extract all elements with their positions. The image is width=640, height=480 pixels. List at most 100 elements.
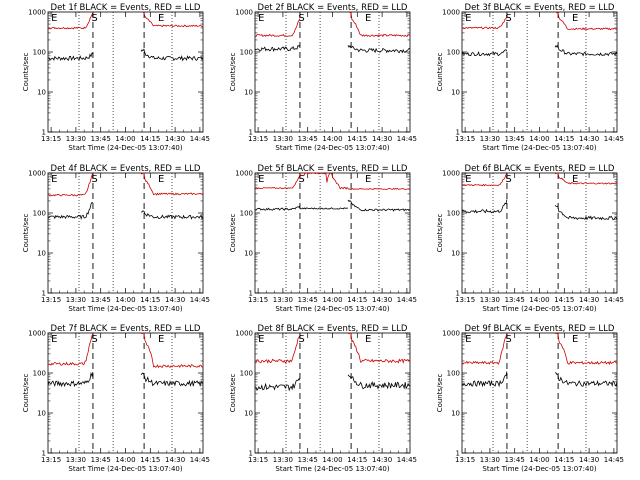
event-marker-label: E — [365, 13, 371, 24]
x-tick-label: 14:00 — [529, 135, 549, 143]
x-tick-label: 13:15 — [248, 456, 268, 464]
y-tick-label: 10 — [37, 410, 46, 418]
y-tick-label: 10 — [244, 89, 253, 97]
y-tick-label: 1 — [249, 290, 253, 298]
x-tick-label: 14:00 — [115, 135, 135, 143]
plot-frame — [47, 332, 204, 454]
x-tick-label: 14:15 — [554, 296, 574, 304]
x-tick-label: 13:15 — [455, 296, 475, 304]
event-marker-label: E — [51, 13, 57, 24]
event-marker-label: S — [91, 13, 97, 24]
event-marker-label: S — [505, 174, 511, 185]
y-tick-label: 1 — [456, 450, 460, 458]
x-tick-label: 14:30 — [165, 456, 185, 464]
panel-title: Det 5f BLACK = Events, RED = LLD — [258, 164, 408, 174]
x-tick-label: 13:15 — [41, 296, 61, 304]
y-tick-label: 1 — [42, 129, 46, 137]
event-marker-label: S — [298, 174, 304, 185]
lld-series-line — [254, 172, 410, 190]
detector-panel: Det 5f BLACK = Events, RED = LLD 1 10 100 10… — [229, 164, 417, 313]
lld-series-line — [47, 11, 204, 30]
panel-title: Det 6f BLACK = Events, RED = LLD — [465, 164, 615, 174]
plot-frame — [461, 11, 618, 133]
panel-title: Det 8f BLACK = Events, RED = LLD — [258, 324, 408, 334]
x-tick-label: 13:15 — [41, 135, 61, 143]
event-marker-label: E — [258, 13, 264, 24]
detector-panel: Det 9f BLACK = Events, RED = LLD 1 10 100 10… — [436, 324, 624, 473]
x-tick-label: 14:00 — [115, 296, 135, 304]
y-axis-label: Counts/sec — [22, 53, 30, 92]
x-tick-label: 14:30 — [579, 296, 599, 304]
x-tick-label: 14:30 — [372, 296, 392, 304]
x-tick-label: 13:45 — [91, 296, 111, 304]
x-tick-label: 13:45 — [505, 296, 525, 304]
lld-series-line — [461, 11, 618, 31]
panel-title: Det 4f BLACK = Events, RED = LLD — [51, 164, 201, 174]
y-tick-label: 10 — [244, 410, 253, 418]
x-tick-label: 14:15 — [554, 456, 574, 464]
detector-panel: Det 4f BLACK = Events, RED = LLD 1 10 100 10… — [22, 164, 210, 313]
y-tick-label: 100 — [33, 49, 46, 57]
plot-frame — [254, 172, 411, 294]
panel-title: Det 3f BLACK = Events, RED = LLD — [465, 3, 615, 13]
x-tick-label: 14:00 — [322, 456, 342, 464]
panel-title: Det 7f BLACK = Events, RED = LLD — [51, 324, 201, 334]
plot-frame — [461, 332, 618, 454]
y-axis-label: Counts/sec — [229, 53, 237, 92]
y-tick-label: 1000 — [235, 170, 253, 178]
y-tick-label: 1000 — [28, 330, 46, 338]
x-tick-label: 13:45 — [505, 135, 525, 143]
plot-frame — [254, 332, 411, 454]
y-tick-label: 1000 — [442, 330, 460, 338]
x-tick-label: 13:30 — [66, 456, 86, 464]
y-tick-label: 1000 — [235, 9, 253, 17]
event-marker-label: E — [465, 13, 471, 24]
y-tick-label: 1 — [42, 450, 46, 458]
y-tick-label: 1 — [456, 129, 460, 137]
y-tick-label: 1000 — [442, 9, 460, 17]
lld-series-line — [461, 172, 618, 187]
y-tick-label: 10 — [37, 250, 46, 258]
event-marker-label: E — [572, 334, 578, 345]
y-tick-label: 1 — [249, 129, 253, 137]
event-marker-label: E — [365, 174, 371, 185]
y-tick-label: 10 — [244, 250, 253, 258]
y-tick-label: 10 — [37, 89, 46, 97]
y-tick-label: 100 — [447, 370, 460, 378]
x-tick-label: 13:45 — [298, 296, 318, 304]
y-tick-label: 10 — [451, 89, 460, 97]
x-tick-label: 14:30 — [372, 135, 392, 143]
x-tick-label: 14:15 — [347, 135, 367, 143]
x-tick-label: 14:30 — [165, 135, 185, 143]
events-series-line — [461, 371, 618, 388]
detector-panel: Det 3f BLACK = Events, RED = LLD 1 10 100 10… — [436, 3, 624, 152]
x-tick-label: 14:00 — [322, 296, 342, 304]
x-axis-label: Start Time (24-Dec-05 13:07:40) — [275, 465, 389, 473]
x-tick-label: 14:45 — [190, 456, 210, 464]
x-tick-label: 14:00 — [322, 135, 342, 143]
x-tick-label: 14:00 — [529, 296, 549, 304]
y-tick-label: 1 — [456, 290, 460, 298]
x-tick-label: 14:45 — [190, 296, 210, 304]
y-axis-label: Counts/sec — [436, 53, 444, 92]
event-marker-label: E — [158, 334, 164, 345]
x-axis-label: Start Time (24-Dec-05 13:07:40) — [482, 144, 596, 152]
x-tick-label: 14:15 — [347, 456, 367, 464]
x-tick-label: 14:45 — [397, 456, 417, 464]
x-tick-label: 13:30 — [273, 135, 293, 143]
panel-title: Det 1f BLACK = Events, RED = LLD — [51, 3, 201, 13]
plot-frame — [461, 172, 618, 294]
x-tick-label: 14:30 — [372, 456, 392, 464]
y-axis-label: Counts/sec — [436, 374, 444, 413]
event-marker-label: E — [51, 174, 57, 185]
event-marker-label: E — [258, 334, 264, 345]
y-axis-label: Counts/sec — [229, 214, 237, 253]
x-tick-label: 13:45 — [91, 135, 111, 143]
x-tick-label: 13:30 — [480, 135, 500, 143]
x-tick-label: 14:15 — [140, 456, 160, 464]
events-series-line — [461, 199, 618, 221]
detector-panel: Det 8f BLACK = Events, RED = LLD 1 10 100 10… — [229, 324, 417, 473]
events-series-line — [254, 199, 411, 212]
x-tick-label: 13:30 — [273, 296, 293, 304]
